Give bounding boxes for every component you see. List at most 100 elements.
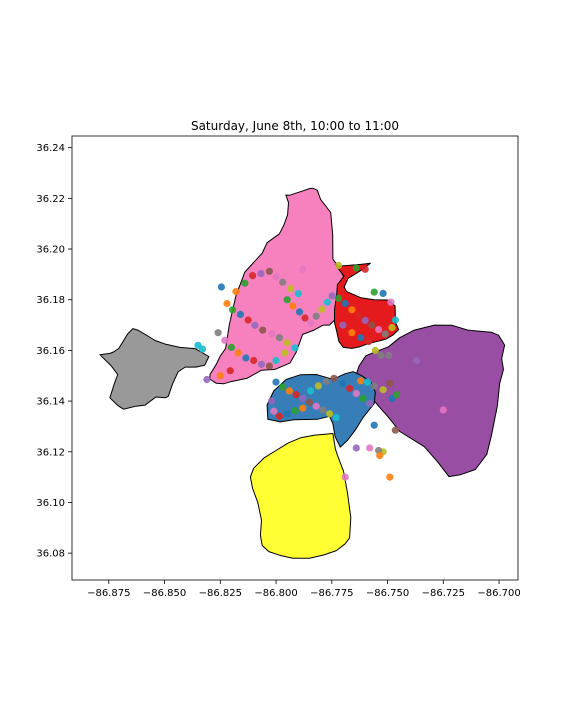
chart-title: Saturday, June 8th, 10:00 to 11:00	[191, 119, 399, 133]
data-point-47	[348, 306, 356, 314]
x-axis: −86.875 −86.850 −86.825 −86.800 −86.775 −86.7…	[87, 580, 521, 599]
x-tick-label: −86.725	[422, 588, 465, 599]
data-point-37	[295, 308, 304, 316]
data-point-9	[294, 290, 302, 298]
data-point-69	[272, 378, 280, 386]
data-point-22	[227, 343, 235, 351]
data-point-67	[385, 351, 393, 360]
data-point-57	[361, 265, 369, 273]
y-axis: 36.08 36.10 36.12 36.14 36.16 36.18 36.20 36.22…	[36, 143, 72, 560]
data-point-79	[268, 397, 276, 405]
data-point-71	[285, 387, 293, 395]
data-point-66	[377, 351, 385, 360]
data-point-87	[322, 377, 330, 385]
data-point-18	[283, 339, 291, 347]
data-point-78	[332, 414, 340, 422]
data-point-31	[198, 345, 207, 353]
data-point-3	[249, 272, 257, 280]
y-tick-label: 36.24	[36, 143, 65, 154]
data-point-91	[352, 389, 360, 398]
x-tick-label: −86.700	[477, 588, 520, 599]
data-point-97	[379, 386, 387, 394]
data-point-76	[319, 406, 327, 414]
y-tick-label: 36.16	[36, 346, 65, 357]
data-point-100	[392, 391, 401, 399]
data-point-73	[299, 394, 307, 403]
data-point-16	[268, 330, 276, 338]
y-tick-label: 36.14	[36, 397, 65, 408]
data-point-70	[279, 383, 287, 391]
data-point-7	[279, 278, 287, 286]
region-0	[99, 328, 210, 410]
data-point-41	[318, 305, 326, 313]
data-point-35	[283, 296, 291, 304]
data-point-48	[355, 311, 363, 319]
data-point-34	[203, 375, 211, 384]
region-5	[249, 433, 352, 559]
y-tick-label: 36.10	[36, 498, 65, 509]
data-point-4	[257, 270, 265, 278]
data-point-8	[286, 285, 295, 293]
data-point-74	[305, 398, 314, 406]
data-point-80	[270, 407, 278, 415]
data-point-5	[265, 267, 273, 275]
data-point-75	[312, 402, 320, 410]
data-point-24	[242, 354, 250, 362]
data-point-1	[232, 288, 240, 296]
data-point-19	[291, 344, 299, 352]
data-point-52	[381, 330, 389, 338]
data-point-101	[391, 426, 399, 434]
data-point-83	[291, 407, 299, 415]
data-point-43	[328, 292, 336, 300]
data-point-28	[272, 356, 280, 365]
data-point-102	[370, 421, 378, 429]
data-point-88	[330, 374, 338, 382]
data-point-25	[250, 356, 258, 365]
data-point-59	[379, 289, 387, 297]
axes-frame	[71, 135, 519, 581]
data-point-106	[376, 452, 384, 460]
data-point-14	[251, 321, 259, 329]
data-point-26	[257, 360, 266, 368]
data-point-6	[272, 273, 280, 281]
data-point-20	[214, 329, 222, 337]
data-point-40	[312, 312, 320, 320]
data-point-33	[216, 372, 224, 380]
data-point-58	[370, 288, 378, 296]
data-point-2	[241, 279, 249, 287]
data-point-61	[339, 321, 347, 329]
data-point-13	[244, 316, 252, 324]
data-point-55	[334, 261, 343, 270]
data-point-110	[341, 473, 349, 481]
data-point-11	[229, 306, 237, 314]
data-point-56	[352, 264, 360, 272]
x-tick-label: −86.850	[143, 588, 186, 599]
data-point-17	[275, 334, 283, 342]
data-point-60	[387, 298, 395, 306]
data-point-65	[371, 346, 379, 354]
data-point-72	[292, 391, 300, 399]
data-point-27	[265, 362, 273, 370]
data-point-107	[366, 444, 374, 452]
y-tick-label: 36.08	[36, 549, 65, 560]
data-point-42	[323, 298, 331, 306]
data-point-81	[275, 412, 283, 420]
data-point-108	[352, 444, 360, 452]
data-point-50	[368, 321, 376, 329]
data-point-51	[375, 326, 383, 334]
data-point-85	[307, 387, 315, 395]
data-point-54	[391, 316, 399, 324]
data-point-84	[299, 404, 307, 412]
data-point-46	[341, 299, 349, 308]
y-tick-label: 36.18	[36, 295, 65, 306]
data-point-63	[357, 334, 365, 342]
data-point-68	[412, 356, 421, 365]
point-layer	[194, 261, 447, 481]
x-tick-label: −86.800	[254, 588, 297, 599]
data-point-49	[361, 316, 369, 325]
data-point-10	[223, 299, 231, 308]
data-point-21	[221, 336, 229, 344]
data-point-92	[359, 394, 367, 403]
data-point-89	[339, 379, 347, 387]
